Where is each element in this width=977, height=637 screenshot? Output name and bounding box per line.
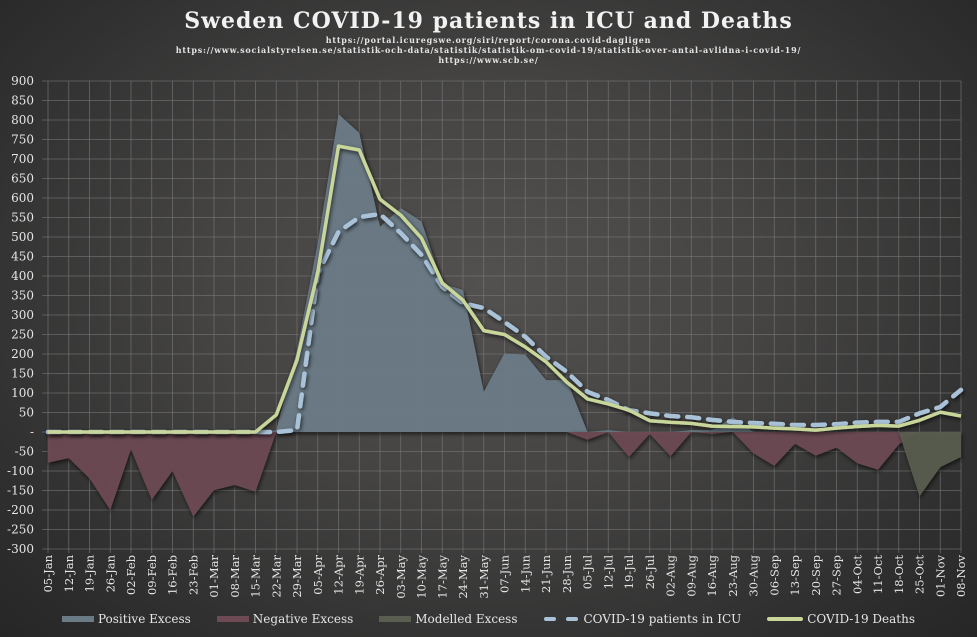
x-tick-label: 06-Sep [767,555,781,596]
x-tick-label: 10-May [415,555,429,599]
y-tick-label: - [30,425,34,439]
x-tick-label: 16-Aug [705,554,719,596]
legend-swatch-deaths [767,617,804,621]
y-tick-label: 300 [11,308,34,322]
y-tick-label: 700 [11,152,34,166]
x-tick-label: 02-Feb [124,555,138,595]
x-tick-label: 22-Mar [269,555,283,598]
y-tick-label: 350 [11,289,34,303]
legend-swatch-icu-dashed [543,616,580,622]
legend-item-deaths[interactable]: COVID-19 Deaths [767,612,915,626]
x-tick-label: 05-Jul [581,555,595,590]
x-tick-label: 08-Nov [954,555,968,598]
legend-label: COVID-19 patients in ICU [583,612,742,626]
y-tick-label: 450 [11,250,34,264]
y-tick-label: -300 [7,542,34,556]
y-tick-label: 150 [11,367,34,381]
y-tick-label: -200 [7,503,34,517]
y-tick-label: 650 [11,172,34,186]
x-tick-label: 26-Jan [103,554,117,592]
x-tick-label: 02-Aug [664,554,678,596]
positive-excess-area [48,114,961,432]
x-tick-label: 09-Aug [684,554,698,596]
x-tick-label: 05-Apr [311,555,325,595]
y-tick-label: 250 [11,328,34,342]
legend-label: Negative Excess [252,612,354,626]
y-tick-label: 200 [11,347,34,361]
area-series [48,114,961,517]
deaths-line [48,144,962,434]
y-tick-label: 50 [19,406,34,420]
source-url-icuregswe: https://portal.icuregswe.org/siri/report… [325,35,652,45]
legend-item-modelled-excess[interactable]: Modelled Excess [379,612,518,626]
x-tick-label: 01-Mar [207,555,221,598]
x-tick-label: 26-Apr [373,555,387,595]
legend-item-negative-excess[interactable]: Negative Excess [216,612,354,626]
y-tick-label: 100 [11,386,34,400]
y-tick-label: 800 [11,113,34,127]
legend-swatch-modelled [379,616,412,622]
y-tick-label: 600 [11,191,34,205]
x-tick-label: 11-Oct [871,555,885,594]
x-axis: 05-Jan 12-Jan 19-Jan 26-Jan 02-Feb 09-Feb 16-F… [41,554,968,598]
x-tick-label: 28-Jun [560,554,574,593]
source-url-socialstyrelsen: https://www.socialstyrelsen.se/statistik… [175,45,802,55]
legend-swatch-positive [61,616,94,622]
legend-item-positive-excess[interactable]: Positive Excess [61,612,191,626]
legend-label: COVID-19 Deaths [807,612,916,626]
x-tick-label: 20-Sep [809,555,823,596]
source-url-scb: https://www.scb.se/ [438,55,539,65]
x-tick-label: 08-Mar [228,555,242,598]
chart-svg: 900 850 800 750 700 650 600 550 500 450 400 350 300 2… [7,74,968,599]
x-tick-label: 30-Aug [747,554,761,596]
y-tick-label: 900 [11,74,34,88]
x-tick-label: 09-Feb [145,555,159,595]
negative-excess-area [48,432,961,517]
y-tick-label: 550 [11,211,34,225]
x-tick-label: 19-Jan [83,554,97,592]
legend-label: Positive Excess [97,612,191,626]
x-tick-label: 16-Feb [166,555,180,595]
x-tick-label: 18-Oct [892,555,906,594]
y-axis: 900 850 800 750 700 650 600 550 500 450 400 350 300 2… [7,74,34,556]
x-tick-label: 21-Jun [539,554,553,593]
legend-item-icu[interactable]: COVID-19 patients in ICU [543,612,742,626]
x-tick-label: 17-May [435,555,449,599]
x-tick-label: 23-Aug [726,554,740,596]
x-tick-label: 03-May [394,555,408,599]
x-tick-label: 29-Mar [290,555,304,598]
y-tick-label: -150 [7,484,34,498]
x-tick-label: 15-Mar [249,555,263,598]
legend-label: Modelled Excess [415,612,518,626]
x-tick-label: 23-Feb [186,555,200,595]
x-tick-label: 26-Jul [643,555,657,590]
x-tick-label: 13-Sep [788,555,802,596]
y-tick-label: -50 [15,445,34,459]
x-tick-label: 12-Jul [601,555,615,590]
line-series [45,144,964,435]
x-tick-label: 12-Apr [332,555,346,595]
x-tick-label: 14-Jun [518,554,532,593]
chart-title: Sweden COVID-19 patients in ICU and Deat… [184,8,793,34]
x-tick-label: 19-Apr [352,555,366,595]
x-tick-label: 01-Nov [933,555,947,598]
y-tick-label: 400 [11,269,34,283]
x-tick-label: 19-Jul [622,555,636,590]
y-tick-label: 850 [11,94,34,108]
legend: Positive Excess Negative Excess Modelled… [0,610,977,628]
x-tick-label: 31-May [477,555,491,599]
x-tick-label: 25-Oct [913,555,927,594]
y-tick-label: -100 [7,464,34,478]
y-tick-label: 750 [11,133,34,147]
y-tick-label: 500 [11,230,34,244]
x-tick-label: 04-Oct [850,555,864,594]
x-tick-label: 07-Jun [498,554,512,593]
x-tick-label: 05-Jan [41,554,55,592]
x-tick-label: 24-May [456,555,470,599]
x-tick-label: 12-Jan [62,554,76,592]
legend-swatch-negative [216,616,249,622]
y-tick-label: -250 [7,523,34,537]
x-tick-label: 27-Sep [830,555,844,596]
